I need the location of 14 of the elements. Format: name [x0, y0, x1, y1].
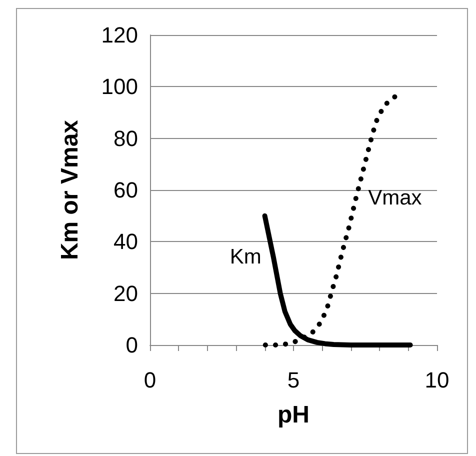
y-axis-title: Km or Vmax	[56, 119, 84, 260]
y-tick-label: 100	[101, 74, 138, 100]
x-tick-label: 0	[144, 368, 156, 392]
x-axis-title: pH	[278, 402, 310, 428]
y-tick-label: 0	[126, 332, 138, 358]
x-tick-label: 10	[424, 368, 450, 392]
y-tick-label: 40	[114, 229, 138, 254]
y-tick-label: 20	[114, 280, 138, 306]
y-tick-label: 120	[101, 22, 138, 48]
y-tick-label: 60	[114, 178, 138, 202]
x-tick-label: 5	[287, 368, 300, 392]
series-label: Vmax	[368, 186, 422, 210]
series-label: Km	[230, 246, 262, 269]
y-tick-label: 80	[114, 126, 138, 151]
